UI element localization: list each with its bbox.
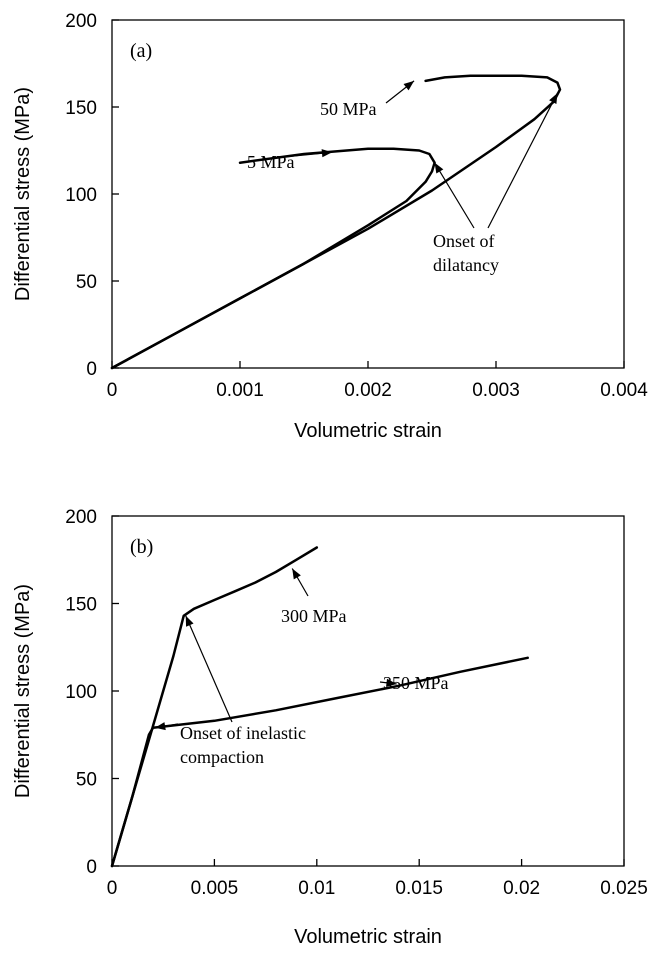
y-tick-label: 200 [65,507,97,528]
x-tick-label: 0.01 [298,878,335,899]
series-line-50-mpa [110,74,562,370]
y-tick-label: 200 [65,11,97,32]
panel-label: (b) [130,536,153,558]
annotation-arrowhead [403,80,415,91]
plot-frame [111,19,625,369]
annotation-arrowhead [386,678,397,687]
y-tick-label: 100 [65,682,97,703]
y-tick-label: 100 [65,185,97,206]
x-tick-label: 0.015 [395,878,443,899]
annotation-arrowhead [185,615,194,627]
y-tick-label: 150 [65,595,97,616]
y-tick-label: 50 [76,770,97,791]
annotation-arrow [434,162,475,229]
panel-label: (a) [130,40,152,62]
y-axis-label: Differential stress (MPa) [12,87,34,301]
x-axis-label: Volumetric strain [294,420,442,442]
x-axis-label: Volumetric strain [294,926,442,948]
annotation-label: Onset of inelastic compaction [180,723,306,767]
series-line-5-mpa [110,147,436,370]
x-tick-label: 0.005 [191,878,239,899]
annotation-arrowhead [549,93,558,105]
x-tick-label: 0.025 [600,878,648,899]
annotation-arrowhead [434,162,444,174]
y-tick-label: 0 [86,359,97,380]
annotation-arrow [487,92,558,229]
y-tick-label: 150 [65,98,97,119]
annotation-label: 5 MPa [247,152,295,172]
x-tick-label: 0.001 [216,380,264,401]
annotation-arrowhead [292,568,301,580]
panel-b: 0 50 100 150 200 0 0.005 0.01 0.015 0.02 0.025 Volu… [12,507,648,948]
y-axis-label: Differential stress (MPa) [12,584,34,798]
panel-a: 0 50 100 150 200 0 0.001 0.002 0.003 0.004 Volumet… [12,11,648,442]
annotation-label: 300 MPa [281,606,347,626]
x-tick-label: 0.002 [344,380,392,401]
x-tick-label: 0.003 [472,380,520,401]
annotation-label: 350 MPa [383,673,449,693]
annotation-label: Onset of dilatancy [433,231,499,275]
series-line-350-mpa [110,656,529,868]
y-tick-label: 0 [86,857,97,878]
x-tick-label: 0 [107,878,118,899]
annotation-arrow [185,615,233,723]
y-tick-label: 50 [76,272,97,293]
series-line-300-mpa [110,546,319,868]
annotation-label: 50 MPa [320,99,377,119]
annotation-arrowhead [155,722,166,731]
x-tick-label: 0 [107,380,118,401]
x-tick-label: 0.02 [503,878,540,899]
annotation-arrowhead [321,149,333,158]
x-tick-label: 0.004 [600,380,648,401]
